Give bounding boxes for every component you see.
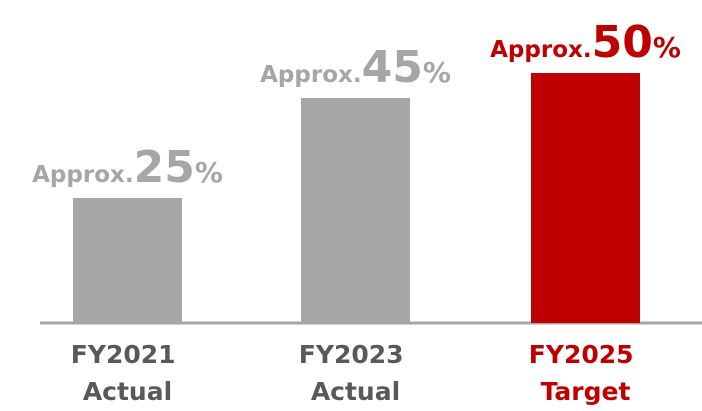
value-label: Approx.50% (490, 17, 681, 68)
value-label: Approx.25% (32, 142, 223, 193)
bar (531, 73, 640, 323)
x-tick-label: FY2021 Actual (71, 340, 184, 406)
bar (301, 98, 410, 323)
value-label: Approx.45% (260, 42, 451, 93)
x-tick-label: FY2025 Target (529, 340, 642, 406)
x-tick-label: FY2023 Actual (299, 340, 412, 406)
bar (73, 198, 182, 323)
